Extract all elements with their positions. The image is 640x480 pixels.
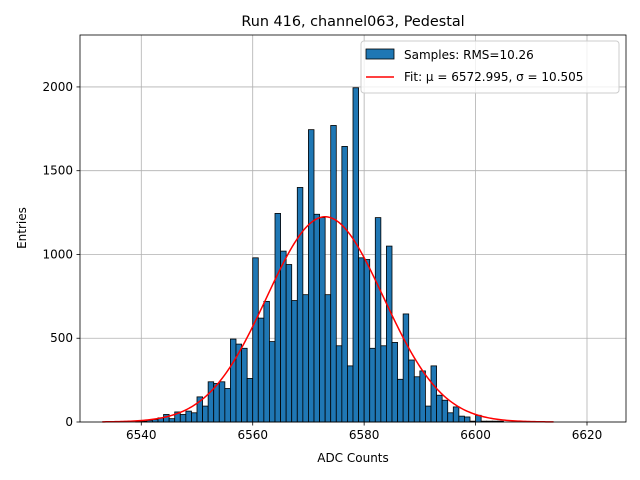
histogram-bar	[441, 399, 449, 423]
histogram-bar	[324, 294, 332, 423]
axes-frame	[79, 34, 627, 423]
histogram-bar	[380, 345, 387, 423]
histogram-bar	[397, 378, 404, 423]
histogram-bar	[269, 341, 276, 423]
histogram-bar	[352, 87, 359, 423]
histogram-bar	[280, 250, 287, 423]
histogram-bar	[391, 342, 398, 423]
legend: Samples: RMS=10.26 Fit: μ = 6572.995, σ …	[360, 40, 620, 94]
histogram-bar	[302, 294, 309, 423]
fit-curve-layer	[102, 216, 554, 423]
histogram-bar	[308, 129, 315, 423]
histogram-bar	[168, 418, 176, 423]
histogram-bar	[464, 416, 471, 423]
legend-box	[360, 40, 620, 94]
histogram-bar	[413, 376, 421, 423]
histogram-bars	[135, 87, 504, 423]
histogram-bar	[436, 394, 443, 423]
y-tick-label: 2000	[42, 80, 73, 94]
histogram-bar	[319, 217, 326, 423]
x-tick-label: 6540	[126, 428, 157, 442]
histogram-bar	[341, 146, 348, 423]
histogram-bar	[363, 259, 371, 423]
histogram-bar	[313, 213, 320, 423]
histogram-bar	[224, 388, 231, 423]
y-axis-label: Entries	[15, 207, 29, 249]
histogram-bar	[185, 410, 192, 423]
histogram-bar	[430, 365, 437, 423]
histogram-bar	[452, 406, 460, 423]
histogram-bar	[408, 359, 415, 423]
histogram-bar	[291, 300, 298, 423]
histogram-bar	[257, 317, 265, 423]
histogram-bar	[179, 414, 187, 423]
histogram-bar	[358, 257, 365, 423]
histogram-bar	[335, 345, 343, 423]
histogram-bar	[246, 378, 254, 423]
histogram-bar	[218, 381, 226, 423]
histogram-bar	[458, 415, 465, 423]
x-tick-label: 6560	[237, 428, 268, 442]
legend-fit-label: Fit: μ = 6572.995, σ = 10.505	[404, 70, 583, 84]
histogram-bar	[347, 365, 354, 423]
histogram-bar	[213, 383, 220, 423]
x-tick-label: 6580	[349, 428, 380, 442]
histogram-bar	[330, 125, 337, 423]
histogram-bar	[252, 257, 259, 423]
histogram-bar	[374, 217, 382, 423]
y-tick-label: 1500	[42, 164, 73, 178]
x-axis-label: ADC Counts	[317, 451, 389, 465]
histogram-bar	[207, 381, 215, 423]
histogram-bar	[425, 405, 432, 423]
y-tick-label: 1000	[42, 247, 73, 261]
y-tick-label: 0	[65, 415, 73, 429]
fit-curve	[102, 216, 554, 423]
histogram-bar	[447, 412, 454, 423]
histogram-bar	[285, 264, 293, 423]
y-tick-label: 500	[50, 331, 73, 345]
x-axis-ticks: 6540 6560 6580 6600 6620	[126, 422, 602, 442]
legend-histogram-label: Samples: RMS=10.26	[404, 48, 534, 62]
histogram-bar	[230, 338, 237, 423]
x-tick-label: 6620	[572, 428, 603, 442]
histogram-bar	[274, 213, 281, 423]
histogram-bar	[241, 347, 248, 423]
chart-title: Run 416, channel063, Pedestal	[241, 14, 464, 30]
histogram-bar	[263, 300, 270, 423]
x-tick-label: 6600	[460, 428, 491, 442]
y-axis-ticks: 0 500 1000 1500 2000	[42, 80, 80, 429]
histogram-bar	[369, 347, 376, 423]
histogram-bar	[419, 370, 426, 423]
histogram-bar	[296, 187, 304, 423]
histogram-bar	[191, 412, 198, 423]
histogram-bar	[402, 313, 410, 423]
histogram-bar	[386, 245, 393, 423]
legend-histogram-swatch	[365, 48, 395, 60]
histogram-bar	[202, 405, 209, 423]
